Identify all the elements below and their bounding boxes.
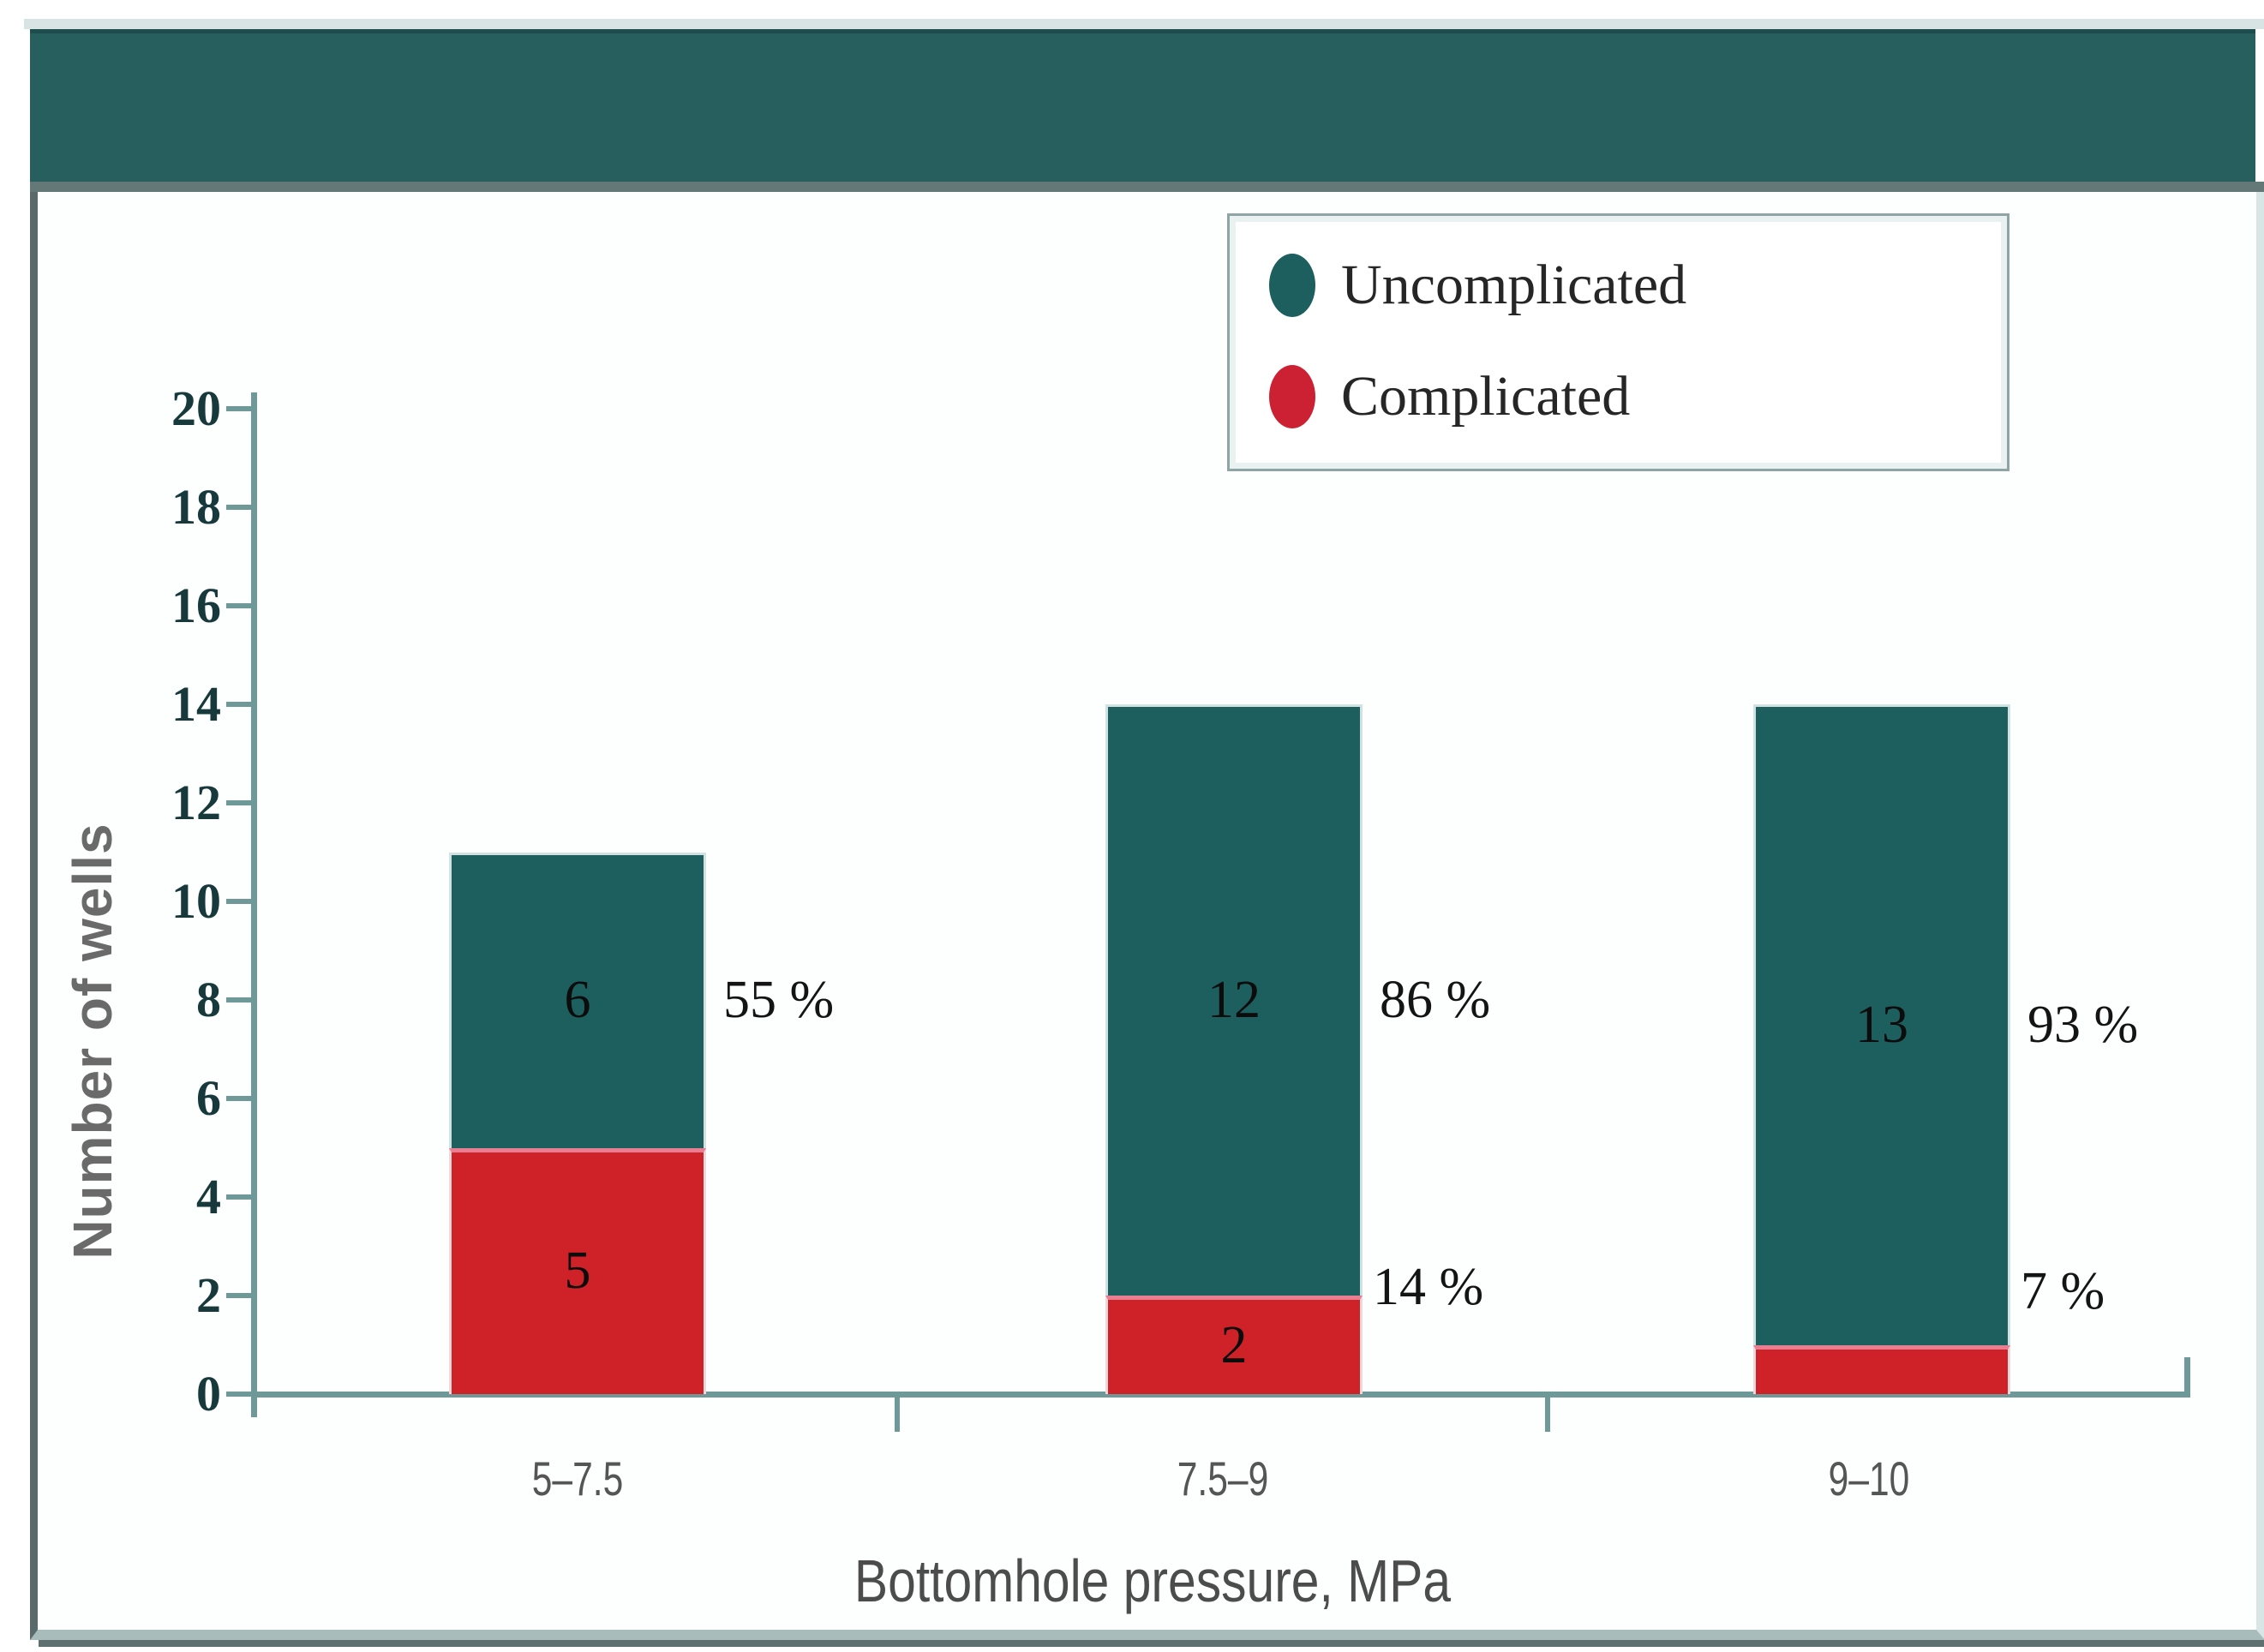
complicated-marker-icon — [1269, 365, 1315, 428]
y-tick-label: 6 — [196, 1070, 221, 1126]
y-tick — [226, 406, 257, 411]
bar-value-label: 5 — [564, 1242, 591, 1301]
header-band-highlight — [24, 19, 2264, 29]
header-band-shadow — [30, 182, 2264, 192]
y-tick — [226, 505, 257, 510]
complicated-percent-label: 14 % — [1373, 1258, 1484, 1316]
y-tick-label: 8 — [196, 972, 221, 1027]
y-tick-label: 2 — [196, 1267, 221, 1323]
y-tick — [226, 997, 257, 1003]
y-tick-label: 16 — [171, 578, 221, 633]
x-tick — [1545, 1394, 1550, 1432]
x-axis-title: Bottomhole pressure, MPa — [853, 1547, 1452, 1614]
legend: Uncomplicated Complicated — [1227, 213, 2009, 471]
x-category-label: 9–10 — [1828, 1451, 1910, 1505]
uncomplicated-bar-segment — [1105, 704, 1363, 1296]
legend-item-uncomplicated: Uncomplicated — [1269, 252, 1686, 319]
complicated-bar-segment — [1105, 1296, 1363, 1394]
complicated-bar-segment — [1753, 1344, 2010, 1394]
uncomplicated-percent-label: 93 % — [2027, 995, 2139, 1054]
y-axis-line — [251, 392, 257, 1417]
y-tick — [226, 1194, 257, 1200]
x-category-label: 5–7.5 — [531, 1451, 624, 1505]
y-tick — [226, 1096, 257, 1101]
uncomplicated-bar-segment — [449, 852, 706, 1148]
y-tick — [226, 800, 257, 805]
bar-value-label: 13 — [1855, 995, 1908, 1054]
y-tick — [226, 1293, 257, 1298]
complicated-bar-segment — [449, 1147, 706, 1394]
x-axis-line — [251, 1392, 2190, 1398]
x-axis-end-tick — [2184, 1357, 2190, 1398]
y-tick — [226, 603, 257, 608]
x-category-label: 7.5–9 — [1177, 1451, 1269, 1505]
y-tick — [226, 899, 257, 904]
y-tick-label: 14 — [171, 676, 221, 732]
y-tick-label: 20 — [171, 380, 221, 436]
uncomplicated-percent-label: 55 % — [723, 971, 835, 1029]
uncomplicated-marker-icon — [1269, 254, 1315, 317]
bar-value-label: 2 — [1220, 1315, 1248, 1374]
y-tick-label: 0 — [196, 1366, 221, 1422]
y-axis-title: Number of wells — [62, 823, 123, 1260]
y-tick-label: 4 — [196, 1169, 221, 1224]
x-tick — [895, 1394, 900, 1432]
bar-value-label: 6 — [564, 971, 591, 1029]
header-band — [30, 29, 2255, 182]
complicated-percent-label: 7 % — [2021, 1262, 2105, 1320]
legend-item-complicated: Complicated — [1269, 363, 1630, 430]
bar-value-label: 12 — [1207, 971, 1261, 1029]
y-tick-label: 12 — [171, 775, 221, 830]
uncomplicated-percent-label: 86 % — [1380, 971, 1491, 1029]
y-tick — [226, 1392, 257, 1397]
legend-label: Uncomplicated — [1341, 254, 1687, 316]
legend-label: Complicated — [1341, 365, 1631, 428]
uncomplicated-bar-segment — [1753, 704, 2010, 1345]
y-tick-label: 18 — [171, 479, 221, 535]
y-tick — [226, 702, 257, 707]
y-tick-label: 10 — [171, 873, 221, 929]
